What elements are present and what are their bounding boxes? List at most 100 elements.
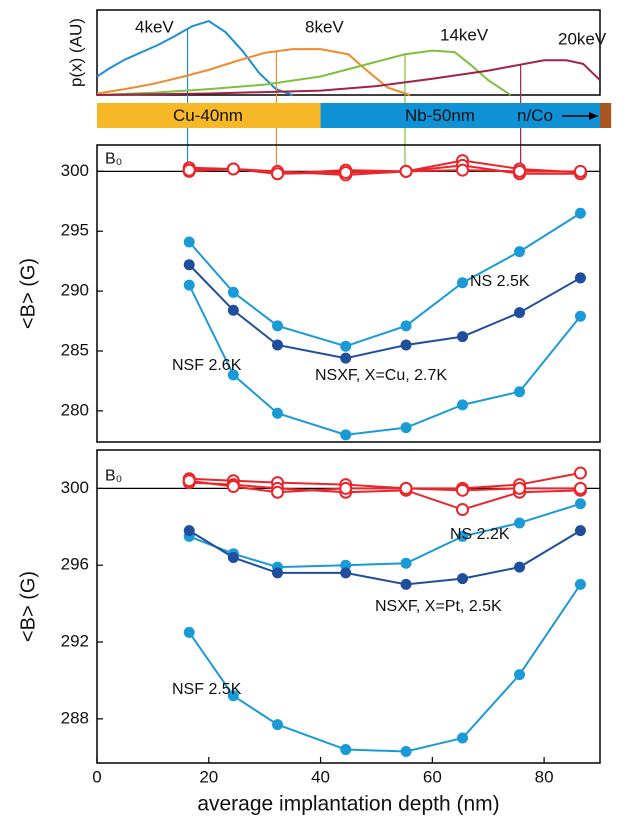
y-tick-label: 300 <box>61 478 89 497</box>
series-line <box>188 583 582 753</box>
data-point <box>227 552 239 564</box>
data-point <box>227 369 239 381</box>
series-line <box>189 481 581 511</box>
data-point <box>400 578 412 590</box>
data-point <box>183 236 195 248</box>
data-point <box>340 429 352 441</box>
x-tick-label: 80 <box>535 767 554 786</box>
data-point <box>514 561 526 573</box>
profile-line <box>96 48 411 96</box>
layer-label: Nb-50nm <box>405 106 475 125</box>
data-point <box>573 481 587 495</box>
series-line <box>188 284 582 436</box>
data-point <box>340 340 352 352</box>
x-tick-label: 20 <box>199 767 218 786</box>
data-point <box>574 498 586 510</box>
data-point <box>271 167 285 181</box>
panel-frame <box>96 449 601 764</box>
data-point <box>514 517 526 529</box>
data-point <box>340 352 352 364</box>
data-point <box>457 331 469 343</box>
data-point <box>183 525 195 537</box>
profile-line <box>96 49 512 96</box>
series-line <box>189 472 581 490</box>
data-point <box>272 567 284 579</box>
data-point <box>183 259 195 271</box>
profile-label: 20keV <box>558 29 607 48</box>
data-point <box>272 407 284 419</box>
data-point <box>400 557 412 569</box>
series-label: NSF 2.5K <box>172 681 242 698</box>
reference-label: B₀ <box>105 468 122 485</box>
data-point <box>340 744 352 756</box>
x-tick-label: 0 <box>92 767 101 786</box>
series-line <box>188 212 581 348</box>
data-point <box>574 578 586 590</box>
y-axis-label: p(x) (AU) <box>66 18 85 87</box>
data-point <box>400 745 412 757</box>
profile-label: 14keV <box>440 25 489 44</box>
layer-label: Cu-40nm <box>173 106 243 125</box>
data-point <box>457 732 469 744</box>
panel-frame <box>96 9 601 96</box>
data-point <box>513 481 527 495</box>
data-point <box>339 481 353 495</box>
data-point <box>514 246 526 258</box>
profile-label: 8keV <box>305 17 344 36</box>
y-tick-label: 280 <box>61 400 89 419</box>
data-point <box>182 474 196 488</box>
layer <box>97 103 321 128</box>
data-point <box>182 163 196 177</box>
x-axis-label: average implantation depth (nm) <box>197 793 499 816</box>
data-point <box>573 164 587 178</box>
data-point <box>574 525 586 537</box>
data-point <box>457 573 469 585</box>
data-point <box>456 163 470 177</box>
data-point <box>339 166 353 180</box>
data-point <box>400 339 412 351</box>
data-point <box>226 162 240 176</box>
layer <box>600 103 612 128</box>
profile-line <box>96 59 601 96</box>
x-tick-label: 60 <box>423 767 442 786</box>
series-line <box>189 167 581 175</box>
arrow-head <box>589 112 598 120</box>
data-point <box>399 481 413 495</box>
data-point <box>272 339 284 351</box>
data-point <box>272 320 284 332</box>
data-point <box>456 503 470 517</box>
y-tick-label: 295 <box>61 221 89 240</box>
data-point <box>573 466 587 480</box>
y-tick-label: 300 <box>61 161 89 180</box>
data-point <box>183 279 195 291</box>
series-label: NSXF, X=Cu, 2.7K <box>315 367 447 384</box>
profile-line <box>96 19 293 96</box>
data-point <box>457 277 469 289</box>
series-line <box>188 502 581 569</box>
data-point <box>272 719 284 731</box>
y-tick-label: 292 <box>61 632 89 651</box>
data-point <box>513 164 527 178</box>
profile-label: 4keV <box>135 17 174 36</box>
x-tick-label: 40 <box>311 767 330 786</box>
data-point <box>514 307 526 319</box>
layer-label: n/Co <box>517 106 553 125</box>
y-axis-label: <B> (G) <box>17 571 39 642</box>
y-tick-label: 296 <box>61 555 89 574</box>
data-point <box>340 559 352 571</box>
series-label: NS 2.5K <box>470 273 530 290</box>
data-point <box>227 286 239 298</box>
data-point <box>514 386 526 398</box>
y-tick-label: 288 <box>61 708 89 727</box>
data-point <box>227 304 239 316</box>
data-point <box>400 320 412 332</box>
data-point <box>226 479 240 493</box>
data-point <box>574 207 586 219</box>
series-line <box>189 479 581 494</box>
series-line <box>188 529 581 586</box>
y-tick-label: 285 <box>61 340 89 359</box>
data-point <box>457 530 469 542</box>
y-axis-label: <B> (G) <box>17 258 39 329</box>
data-point <box>183 626 195 638</box>
